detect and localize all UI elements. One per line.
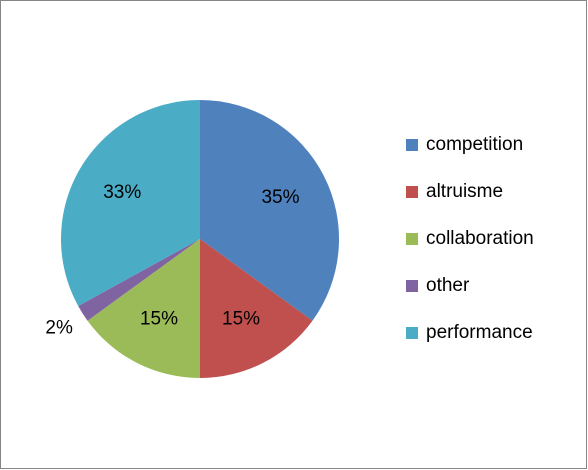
pie-slice (60, 100, 200, 306)
data-label: 15% (222, 309, 260, 330)
legend-swatch (406, 280, 418, 292)
legend-swatch (406, 327, 418, 339)
data-label: 33% (103, 182, 141, 203)
legend-swatch (406, 139, 418, 151)
legend-swatch (406, 233, 418, 245)
data-label: 15% (140, 309, 178, 330)
data-label: 35% (261, 187, 299, 208)
legend-label: competition (426, 134, 523, 155)
legend-swatch (406, 186, 418, 198)
legend-label: performance (426, 322, 533, 343)
pie-slice (78, 239, 200, 321)
legend-label: altruisme (426, 181, 503, 202)
pie-slice (200, 239, 313, 378)
data-label: 2% (45, 317, 73, 338)
legend-label: collaboration (426, 228, 534, 249)
legend-label: other (426, 275, 470, 296)
pie-slice (87, 239, 200, 378)
pie-slice (200, 100, 339, 321)
